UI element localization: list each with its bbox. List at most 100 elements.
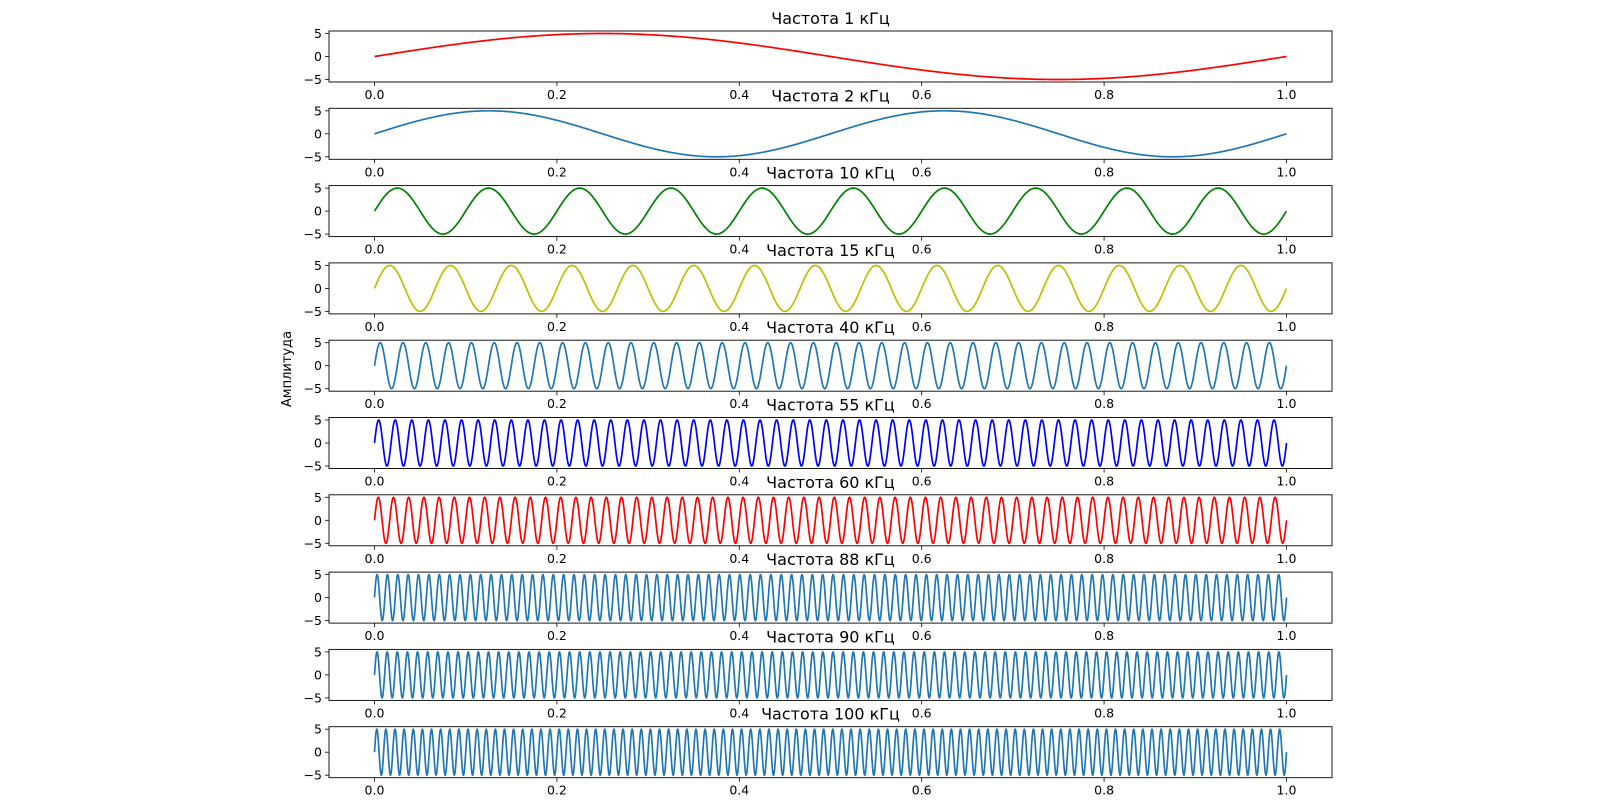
x-tick-label: 0.8 [1094,164,1114,179]
y-tick-label: −5 [304,613,322,628]
x-tick-label: 1.0 [1277,783,1297,798]
subplot-6: Частота 55 кГц 5 0 −5 0.0 0.2 0.4 0.6 0.8 1.0 [304,396,1333,489]
x-tick-label: 0.2 [547,474,567,489]
x-tick-label: 0.0 [365,783,385,798]
y-tick-label: −5 [304,304,322,319]
x-tick-label: 0.6 [912,242,932,257]
y-tick-label: 5 [314,181,322,196]
series-line [373,187,1288,235]
x-tick-label: 0.4 [729,705,749,720]
subplot-10: Частота 100 кГц 5 0 −5 0.0 0.2 0.4 0.6 0.8 1.0 [304,705,1333,798]
y-tick-label: −5 [304,768,322,783]
x-tick-label: 0.2 [547,242,567,257]
x-tick-label: 0.2 [547,164,567,179]
series-line [374,32,1287,81]
x-tick-label: 0.2 [547,396,567,411]
subplot-title: Частота 100 кГц [761,705,900,724]
series-line [373,496,1288,545]
x-tick-label: 0.0 [365,551,385,566]
subplot-7: Частота 60 кГц 5 0 −5 0.0 0.2 0.4 0.6 0.8 1.0 [304,473,1333,566]
x-tick-label: 0.2 [547,319,567,334]
y-tick-label: −5 [304,72,322,87]
x-tick-label: 0.4 [729,87,749,102]
y-tick-label: 5 [314,567,322,582]
subplot-8: Частота 88 кГц 5 0 −5 0.0 0.2 0.4 0.6 0.8 1.0 [304,550,1333,643]
y-tick-label: −5 [304,227,322,242]
x-tick-label: 0.4 [729,783,749,798]
y-tick-label: 0 [314,281,322,296]
x-tick-label: 0.6 [912,396,932,411]
subplot-4: Частота 15 кГц 5 0 −5 0.0 0.2 0.4 0.6 0.8 1.0 [304,241,1333,334]
x-tick-label: 0.6 [912,705,932,720]
y-tick-label: 0 [314,513,322,528]
x-tick-label: 0.6 [912,474,932,489]
y-tick-label: −5 [304,381,322,396]
x-tick-label: 0.4 [729,242,749,257]
x-tick-label: 0.0 [365,87,385,102]
y-tick-label: 0 [314,590,322,605]
y-tick-label: 0 [314,204,322,219]
x-tick-label: 1.0 [1277,396,1297,411]
y-tick-label: 0 [314,49,322,64]
subplot-9: Частота 90 кГц 5 0 −5 0.0 0.2 0.4 0.6 0.8 1.0 [304,627,1333,720]
x-tick-label: 0.0 [365,242,385,257]
subplot-title: Частота 60 кГц [766,473,895,492]
y-tick-label: 5 [314,413,322,428]
subplot-title: Частота 15 кГц [766,241,895,260]
subplot-2: Частота 2 кГц 5 0 −5 0.0 0.2 0.4 0.6 0.8 1.0 [304,86,1333,179]
x-tick-label: 0.8 [1094,551,1114,566]
y-tick-label: 0 [314,745,322,760]
x-tick-label: 0.0 [365,705,385,720]
y-tick-label: 5 [314,335,322,350]
series-line [373,341,1288,390]
x-tick-label: 0.8 [1094,87,1114,102]
x-tick-label: 0.6 [912,551,932,566]
y-tick-label: 0 [314,358,322,373]
y-tick-label: −5 [304,459,322,474]
x-tick-label: 0.2 [547,551,567,566]
x-tick-label: 1.0 [1277,474,1297,489]
x-tick-label: 0.4 [729,628,749,643]
subplot-title: Частота 55 кГц [766,396,895,415]
subplot-title: Частота 1 кГц [771,9,890,28]
x-tick-label: 0.6 [912,319,932,334]
y-tick-label: 5 [314,26,322,41]
x-tick-label: 0.4 [729,474,749,489]
x-tick-label: 1.0 [1277,319,1297,334]
series-line [374,109,1287,158]
x-tick-label: 0.8 [1094,628,1114,643]
x-tick-label: 0.0 [365,319,385,334]
x-tick-label: 0.2 [547,87,567,102]
y-tick-label: 0 [314,667,322,682]
x-tick-label: 1.0 [1277,628,1297,643]
subplot-title: Частота 10 кГц [766,164,895,183]
x-tick-label: 0.8 [1094,474,1114,489]
y-tick-label: −5 [304,536,322,551]
y-tick-label: −5 [304,690,322,705]
y-tick-label: 5 [314,258,322,273]
x-tick-label: 0.4 [729,164,749,179]
x-tick-label: 0.0 [365,628,385,643]
x-tick-label: 0.2 [547,783,567,798]
y-tick-label: 0 [314,126,322,141]
subplot-title: Частота 2 кГц [771,86,890,105]
x-tick-label: 0.4 [729,396,749,411]
y-tick-label: 0 [314,436,322,451]
y-tick-label: 5 [314,644,322,659]
series-line [373,264,1288,313]
x-tick-label: 0.0 [365,396,385,411]
series-line [373,573,1288,622]
subplot-1: Частота 1 кГц 5 0 −5 0.0 0.2 0.4 0.6 0.8 1.0 [304,9,1333,102]
x-tick-label: 0.6 [912,87,932,102]
x-tick-label: 0.8 [1094,396,1114,411]
subplot-title: Частота 40 кГц [766,318,895,337]
series-line [373,651,1288,699]
subplot-title: Частота 90 кГц [766,627,895,646]
x-tick-label: 1.0 [1277,705,1297,720]
x-tick-label: 0.6 [912,164,932,179]
subplot-title: Частота 88 кГц [766,550,895,569]
y-tick-label: −5 [304,149,322,164]
x-tick-label: 0.4 [729,319,749,334]
